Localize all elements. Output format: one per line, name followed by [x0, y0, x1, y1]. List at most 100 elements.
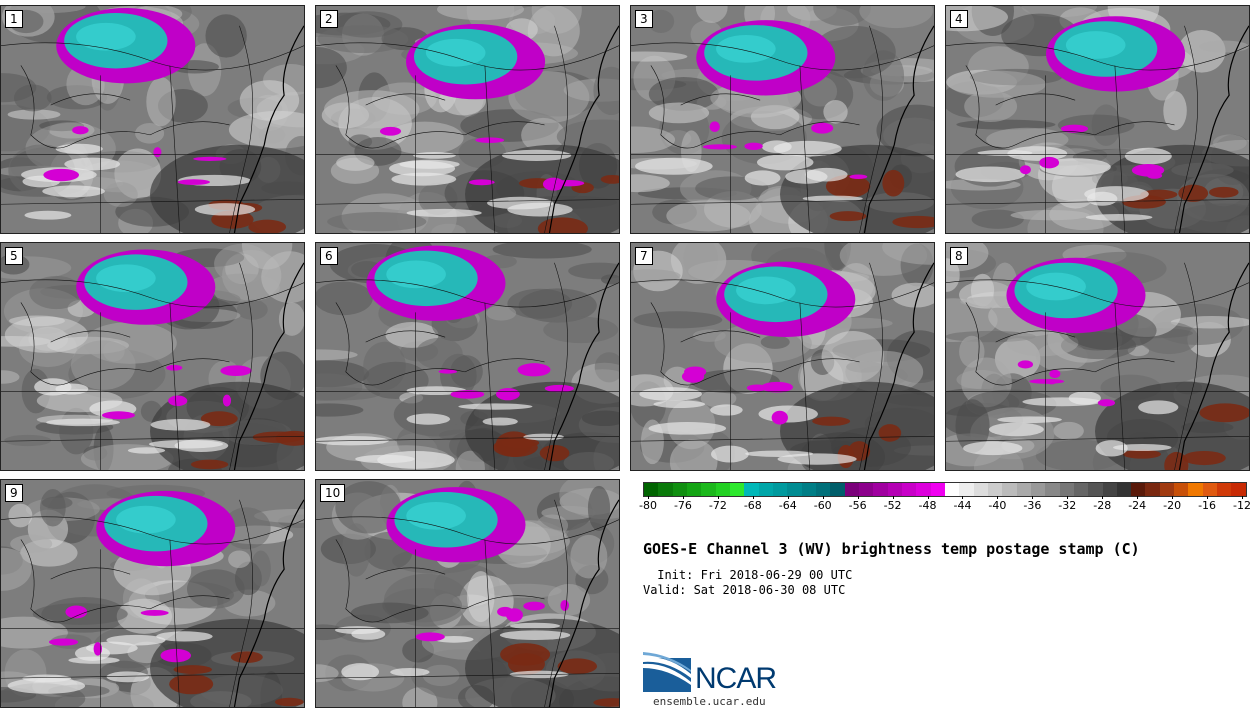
convective-spot: [166, 364, 183, 371]
streak: [106, 671, 150, 683]
colorbar-swatch: [930, 483, 945, 496]
map-boundary: [631, 279, 934, 308]
streak: [482, 417, 518, 426]
colorbar-tick-label: -28: [1093, 496, 1112, 512]
streak: [174, 439, 229, 453]
cloud-patch: [631, 51, 688, 62]
streak: [1124, 147, 1172, 165]
cloud-patch: [631, 269, 681, 283]
streak: [710, 404, 743, 416]
streak: [756, 154, 814, 171]
cloud-patch: [336, 154, 375, 171]
cloud-patch: [631, 174, 670, 193]
colorbar-tick-label: -68: [743, 496, 762, 512]
streak: [24, 210, 72, 220]
warm-region: [169, 674, 214, 695]
colorbar-swatch: [787, 483, 802, 496]
streak: [150, 419, 211, 431]
map-boundary: [335, 65, 386, 149]
cloud-patch: [437, 6, 524, 21]
convective-spot: [160, 648, 191, 663]
cloud-patch: [278, 302, 304, 336]
map-boundary: [20, 539, 71, 623]
colorbar-swatch: [744, 483, 759, 496]
cloud-patch: [466, 571, 495, 623]
convective-spot: [93, 642, 102, 656]
cloud-patch: [206, 273, 280, 302]
map-boundary: [169, 302, 181, 470]
wv-imagery: [946, 243, 1249, 470]
colorbar-swatch: [715, 483, 730, 496]
colorbar-swatch: [1116, 483, 1132, 496]
convective-core-inner: [1065, 31, 1126, 59]
figure-title: GOES-E Channel 3 (WV) brightness temp po…: [643, 540, 1140, 558]
colorbar-tick-label: -76: [673, 496, 692, 512]
cloud-patch: [486, 305, 517, 321]
cloud-patch: [250, 550, 271, 587]
convective-spot: [709, 121, 720, 133]
wv-imagery: [631, 243, 934, 470]
streak: [648, 422, 727, 435]
streak: [64, 157, 121, 171]
warm-region: [829, 211, 867, 222]
map-boundary: [385, 595, 545, 620]
panel-label: 2: [320, 10, 338, 28]
cloud-patch: [547, 584, 591, 616]
map-boundary: [385, 121, 545, 146]
streak: [156, 631, 213, 642]
map-boundary: [995, 330, 1076, 343]
convective-spot: [438, 369, 458, 374]
panel-label: 4: [950, 10, 968, 28]
panel-label: 6: [320, 247, 338, 265]
map-boundary: [316, 279, 619, 308]
map-boundary: [859, 25, 883, 233]
streak: [758, 405, 818, 423]
convective-spot: [1097, 399, 1116, 407]
cloud-patch: [135, 123, 165, 144]
map-boundary: [1174, 262, 1198, 470]
cloud-patch: [327, 212, 427, 232]
cloud-patch: [8, 503, 33, 528]
panel-5: 5: [0, 242, 305, 471]
cloud-patch: [186, 569, 245, 609]
cloud-patch: [415, 337, 463, 370]
cloud-patch: [70, 340, 136, 390]
streak: [42, 185, 105, 198]
convective-spot: [744, 142, 763, 150]
cloud-patch: [116, 598, 173, 634]
streak: [639, 387, 702, 401]
coastline: [548, 25, 619, 233]
map-boundary: [965, 302, 1016, 386]
map-boundary: [700, 121, 860, 146]
cloud-patch: [1006, 329, 1079, 357]
map-boundary: [50, 93, 131, 106]
colorbar-tick-label: -12: [1233, 496, 1251, 512]
map-boundary: [1015, 121, 1175, 146]
cloud-patch: [1010, 210, 1090, 221]
cloud-patch: [666, 200, 751, 232]
wv-imagery: [316, 243, 619, 470]
colorbar-swatch: [658, 483, 673, 496]
map-boundary: [946, 279, 1249, 308]
streak: [399, 159, 460, 169]
streak: [391, 172, 457, 186]
colorbar-tick-label: -72: [708, 496, 727, 512]
cloud-patch: [492, 243, 592, 259]
streak: [507, 202, 573, 217]
colorbar-tick-label: -40: [988, 496, 1007, 512]
warm-region: [557, 658, 598, 675]
cloud-patch: [570, 534, 608, 579]
convective-spot: [702, 144, 738, 150]
convective-spot: [1039, 156, 1060, 169]
map-boundary: [544, 499, 568, 707]
wv-imagery: [316, 480, 619, 707]
wv-imagery: [1, 6, 304, 233]
colorbar-swatch: [1217, 483, 1232, 496]
streak: [509, 622, 561, 630]
colorbar-swatch: [1016, 483, 1031, 496]
convective-spot: [65, 605, 88, 619]
map-boundary: [1, 198, 304, 205]
map-boundary: [799, 302, 811, 470]
streak: [963, 441, 1023, 456]
warm-region: [882, 169, 905, 197]
